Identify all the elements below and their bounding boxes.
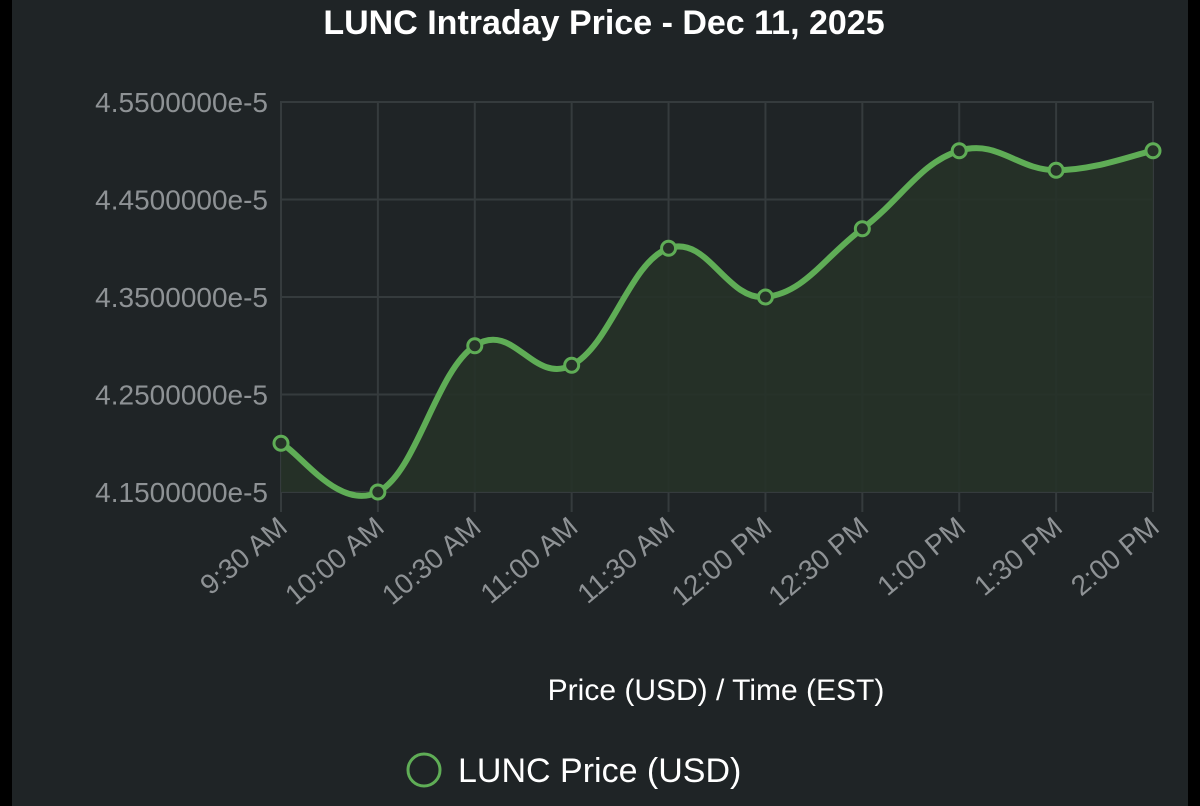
x-tick-label-4: 11:30 AM xyxy=(571,511,680,609)
legend-marker-icon xyxy=(406,752,442,788)
x-tick-label-7: 1:00 PM xyxy=(871,511,971,602)
data-point-5[interactable] xyxy=(756,288,774,306)
y-tick-label-4: 4.1500000e-5 xyxy=(95,477,268,508)
x-tick-label-8: 1:30 PM xyxy=(968,511,1068,602)
legend-label: LUNC Price (USD) xyxy=(458,752,741,790)
y-tick-label-0: 4.5500000e-5 xyxy=(95,87,268,118)
y-tick-label-1: 4.4500000e-5 xyxy=(95,185,268,216)
x-tick-label-2: 10:30 AM xyxy=(376,511,487,611)
data-point-4[interactable] xyxy=(660,239,678,257)
data-point-0[interactable] xyxy=(272,434,290,452)
x-axis-label: Price (USD) / Time (EST) xyxy=(548,674,885,707)
x-tick-label-6: 12:30 PM xyxy=(762,511,874,612)
y-tick-label-3: 4.2500000e-5 xyxy=(95,380,268,411)
y-axis-ticks: 4.5500000e-5 4.4500000e-5 4.3500000e-5 4.25… xyxy=(95,87,268,508)
x-tick-label-5: 12:00 PM xyxy=(666,511,778,612)
area-fill xyxy=(281,148,1153,496)
data-point-6[interactable] xyxy=(853,220,871,238)
series-line xyxy=(278,145,1156,499)
legend[interactable]: LUNC Price (USD) xyxy=(406,752,741,790)
data-point-8[interactable] xyxy=(1047,161,1065,179)
data-point-7[interactable] xyxy=(950,142,968,160)
chart-panel: LUNC Intraday Price - Dec 11, 2025 4.550… xyxy=(12,0,1188,806)
chart-title: LUNC Intraday Price - Dec 11, 2025 xyxy=(323,4,884,42)
y-tick-label-2: 4.3500000e-5 xyxy=(95,282,268,313)
data-points xyxy=(272,142,1162,501)
data-point-1[interactable] xyxy=(369,483,387,501)
x-tick-label-1: 10:00 AM xyxy=(279,511,390,611)
x-tick-label-0: 9:30 AM xyxy=(194,511,293,601)
x-tick-label-3: 11:00 AM xyxy=(475,511,584,609)
data-point-2[interactable] xyxy=(466,337,484,355)
line-chart: LUNC Intraday Price - Dec 11, 2025 4.550… xyxy=(95,4,1165,790)
data-point-3[interactable] xyxy=(563,356,581,374)
x-tick-label-9: 2:00 PM xyxy=(1065,511,1165,602)
data-point-9[interactable] xyxy=(1144,142,1162,160)
